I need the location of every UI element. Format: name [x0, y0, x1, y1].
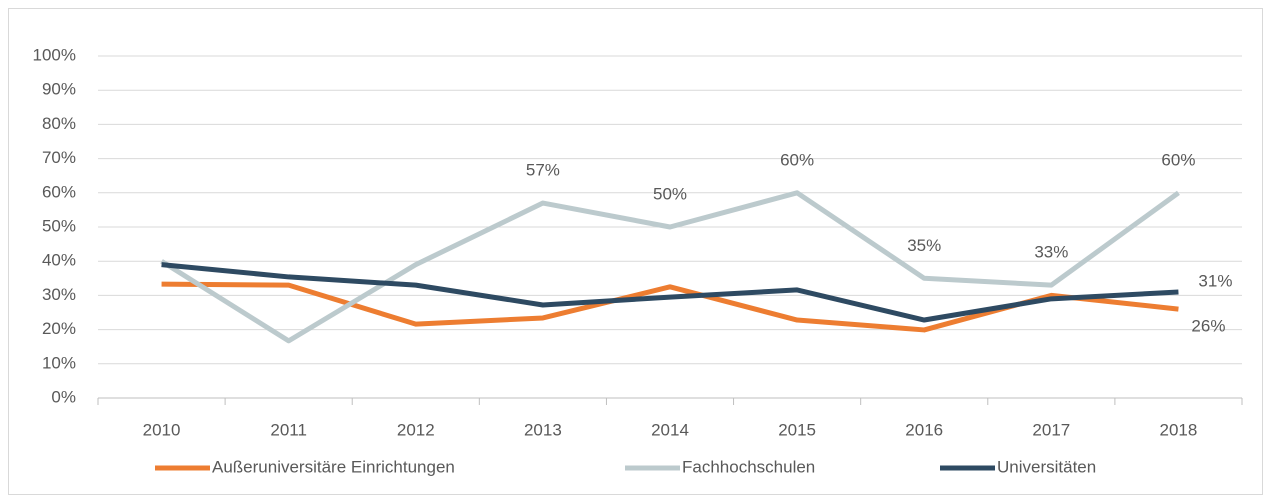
data-label: 50%: [653, 184, 687, 203]
x-tick-label: 2014: [651, 420, 689, 439]
y-tick-label: 10%: [42, 353, 76, 372]
legend-label: Außeruniversitäre Einrichtungen: [212, 457, 455, 476]
y-tick-label: 40%: [42, 251, 76, 270]
x-tick-label: 2018: [1160, 420, 1198, 439]
x-tick-label: 2012: [397, 420, 435, 439]
legend-label: Universitäten: [997, 457, 1096, 476]
chart-frame: [8, 8, 1263, 495]
y-tick-label: 100%: [33, 45, 76, 64]
data-label: 60%: [780, 150, 814, 169]
x-tick-label: 2017: [1032, 420, 1070, 439]
data-label: 57%: [526, 161, 560, 180]
series-line: [161, 262, 1179, 323]
x-tick-label: 2011: [270, 420, 307, 439]
y-tick-label: 60%: [42, 182, 76, 201]
x-tick-label: 2010: [143, 420, 181, 439]
y-tick-label: 80%: [42, 114, 76, 133]
series-line: [160, 190, 1180, 344]
data-label: 60%: [1161, 150, 1195, 169]
data-label: 31%: [1198, 271, 1232, 290]
x-tick-label: 2013: [524, 420, 562, 439]
x-tick-label: 2015: [778, 420, 816, 439]
y-tick-label: 0%: [51, 387, 76, 406]
legend-label: Fachhochschulen: [682, 457, 815, 476]
x-tick-label: 2016: [905, 420, 943, 439]
y-tick-label: 50%: [42, 216, 76, 235]
y-tick-label: 30%: [42, 285, 76, 304]
data-label: 33%: [1034, 243, 1068, 262]
y-tick-label: 90%: [42, 80, 76, 99]
data-label: 35%: [907, 236, 941, 255]
data-label: 26%: [1191, 317, 1225, 336]
y-tick-label: 20%: [42, 319, 76, 338]
y-tick-label: 70%: [42, 148, 76, 167]
